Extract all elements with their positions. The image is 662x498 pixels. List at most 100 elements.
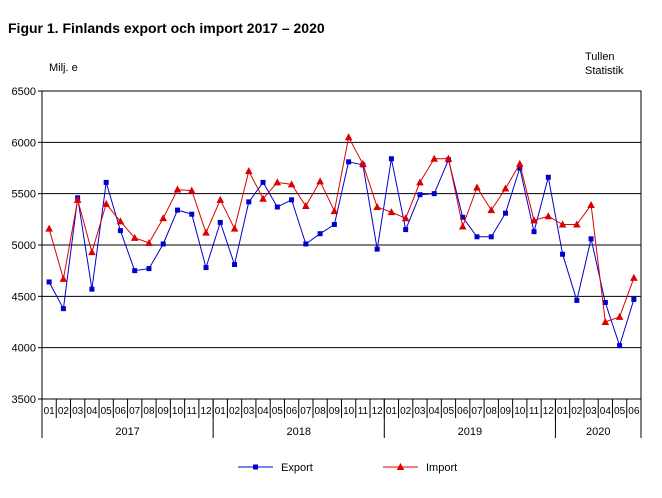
data-point-export [588, 236, 594, 242]
data-point-import [458, 222, 467, 230]
data-point-export [89, 286, 95, 292]
data-point-import [615, 312, 624, 320]
data-point-import [230, 224, 239, 232]
data-point-export [232, 262, 238, 268]
year-label: 2019 [458, 426, 482, 438]
legend-marker-export [253, 464, 258, 470]
x-tick-label: 04 [600, 406, 612, 417]
x-tick-label: 12 [543, 406, 555, 417]
data-point-import [130, 233, 139, 241]
data-point-export [602, 299, 608, 305]
x-tick-label: 03 [72, 406, 84, 417]
data-point-import [273, 178, 282, 186]
x-tick-label: 07 [300, 406, 312, 417]
x-tick-label: 10 [343, 406, 355, 417]
year-label: 2017 [115, 426, 139, 438]
data-point-import [387, 208, 396, 216]
data-point-export [289, 197, 295, 203]
data-point-export [431, 191, 437, 197]
y-tick-label: 3500 [12, 394, 36, 406]
source-line-1: Tullen [585, 51, 615, 63]
source-line-2: Statistik [585, 65, 624, 77]
x-tick-label: 10 [514, 406, 526, 417]
x-tick-label: 04 [429, 406, 441, 417]
data-point-export [417, 192, 423, 198]
x-tick-label: 02 [229, 406, 241, 417]
data-point-import [316, 177, 324, 185]
x-tick-label: 08 [315, 406, 327, 417]
data-point-export [517, 165, 523, 171]
data-point-import [530, 216, 538, 224]
y-tick-label: 6000 [12, 137, 36, 149]
data-point-export [203, 265, 209, 271]
y-axis-unit-label: Milj. e [49, 62, 78, 74]
data-point-export [260, 179, 266, 185]
data-point-export [374, 246, 380, 252]
data-point-export [46, 279, 52, 285]
x-tick-label: 03 [586, 406, 598, 417]
year-label: 2018 [286, 426, 310, 438]
data-point-export [560, 251, 566, 257]
data-point-import [145, 238, 153, 246]
x-tick-label: 02 [58, 406, 70, 417]
x-tick-label: 01 [386, 406, 398, 417]
x-tick-label: 05 [101, 406, 113, 417]
data-point-import [88, 248, 96, 256]
x-tick-label: 10 [172, 406, 184, 417]
data-point-import [430, 154, 439, 162]
data-point-import [344, 133, 353, 141]
x-tick-label: 02 [571, 406, 583, 417]
data-point-export [132, 268, 138, 274]
y-tick-label: 6500 [12, 86, 36, 98]
data-point-export [474, 234, 480, 240]
source-label: Tullen Statistik [585, 50, 624, 78]
data-point-export [503, 210, 509, 216]
x-tick-label: 09 [329, 406, 341, 417]
data-point-import [501, 184, 510, 192]
data-point-import [173, 185, 182, 193]
x-tick-label: 06 [115, 406, 127, 417]
data-point-import [473, 183, 481, 191]
data-point-import [601, 318, 610, 325]
y-tick-label: 4500 [12, 291, 36, 303]
data-point-import [202, 228, 210, 236]
data-point-import [159, 214, 168, 222]
x-tick-label: 06 [628, 406, 640, 417]
data-point-import [287, 180, 296, 188]
data-point-export [574, 297, 580, 303]
x-tick-label: 12 [372, 406, 384, 417]
data-point-import [416, 178, 424, 186]
data-point-import [359, 159, 367, 167]
year-label: 2020 [586, 426, 610, 438]
data-point-import [587, 200, 595, 208]
x-tick-label: 05 [272, 406, 284, 417]
data-point-export [403, 227, 409, 233]
data-point-export [303, 241, 309, 247]
x-tick-label: 08 [143, 406, 155, 417]
data-point-import [573, 220, 581, 228]
x-tick-label: 06 [457, 406, 469, 417]
legend-label-import: Import [426, 462, 457, 474]
x-tick-label: 03 [414, 406, 426, 417]
data-point-export [346, 159, 352, 165]
y-tick-label: 4000 [12, 343, 36, 355]
data-point-import [187, 186, 196, 194]
grid-lines [42, 90, 641, 400]
data-point-import [102, 199, 110, 207]
data-point-export [545, 174, 551, 180]
x-tick-label: 05 [443, 406, 455, 417]
data-point-import [244, 167, 253, 175]
x-tick-label: 11 [529, 406, 540, 417]
data-point-import [544, 212, 553, 220]
data-point-export [617, 343, 623, 349]
x-tick-label: 01 [215, 406, 227, 417]
x-tick-label: 01 [44, 406, 56, 417]
data-point-export [217, 219, 223, 225]
data-point-import [487, 206, 496, 214]
data-point-export [103, 179, 109, 185]
data-point-import [116, 217, 125, 225]
chart-title: Figur 1. Finlands export och import 2017… [8, 20, 325, 36]
x-tick-label: 12 [200, 406, 212, 417]
x-tick-label: 07 [471, 406, 483, 417]
